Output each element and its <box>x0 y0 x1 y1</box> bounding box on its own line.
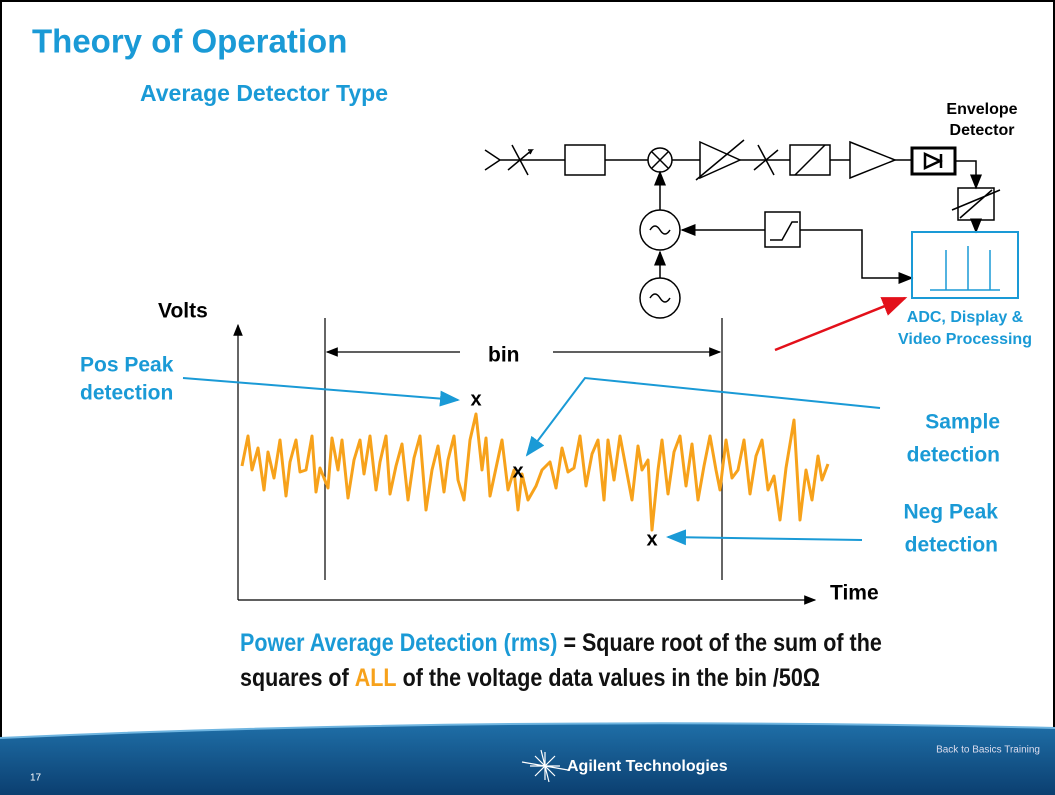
company-logo <box>521 749 569 783</box>
neg-peak-label: detection <box>905 534 998 557</box>
footer-edge <box>0 722 1055 739</box>
envelope-label: Detector <box>950 122 1015 139</box>
marker: x <box>646 528 657 550</box>
formula-line: Power Average Detection (rms) = Square ro… <box>240 626 888 661</box>
y-axis-label: Volts <box>158 300 208 323</box>
footer-band <box>0 723 1055 795</box>
pos-peak-label: detection <box>80 382 173 405</box>
annotation-lines <box>182 376 881 546</box>
subtitle: Average Detector Type <box>140 80 388 106</box>
plot-axes <box>233 318 817 605</box>
formula: Power Average Detection (rms) = Square ro… <box>240 626 888 696</box>
noise-trace <box>240 412 830 532</box>
company-name: Agilent Technologies <box>567 758 728 775</box>
formula-text: = Square root of the sum of the <box>563 629 882 657</box>
red-arrow <box>774 296 908 352</box>
adc-label: ADC, Display & <box>907 309 1024 326</box>
sample-label: detection <box>907 444 1000 467</box>
x-axis-label: Time <box>830 582 879 605</box>
course-name: Back to Basics Training <box>936 745 1040 756</box>
block-diagram <box>484 139 1019 319</box>
adc-label: Video Processing <box>898 331 1032 348</box>
bin-label: bin <box>488 344 520 367</box>
envelope-label: Envelope <box>946 101 1017 118</box>
pos-peak-label: Pos Peak <box>80 354 174 377</box>
formula-line: squares of ALL of the voltage data values … <box>240 661 888 696</box>
formula-text: of the voltage data values in the bin /5… <box>402 664 821 692</box>
formula-highlight: ALL <box>354 664 397 692</box>
marker: x <box>512 460 523 482</box>
sample-label: Sample <box>925 411 1000 434</box>
page-number: 17 <box>30 773 42 784</box>
title: Theory of Operation <box>32 23 347 60</box>
marker: x <box>470 388 481 410</box>
neg-peak-label: Neg Peak <box>903 501 998 524</box>
formula-term: Power Average Detection (rms) <box>240 629 558 657</box>
formula-text: squares of <box>240 664 349 692</box>
